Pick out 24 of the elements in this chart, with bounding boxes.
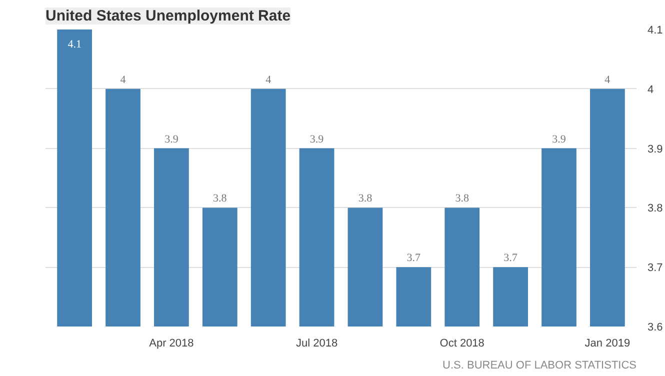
data-label: 3.9 <box>552 133 566 146</box>
data-label: 3.9 <box>310 133 324 146</box>
data-label: 3.8 <box>213 192 228 205</box>
data-label: 4.1 <box>68 38 82 50</box>
text: U.S. BUREAU OF LABOR STATISTICS <box>442 360 637 372</box>
y-tick-label: 3.8 <box>648 202 663 215</box>
x-tick-label: Jan 2019 <box>584 338 630 350</box>
x-tick-label: Oct 2018 <box>440 338 484 350</box>
data-label: 4 <box>120 74 126 86</box>
data-label: 4 <box>604 74 611 86</box>
x-tick-label: Jul 2018 <box>296 338 338 350</box>
x-tick-label: Apr 2018 <box>149 338 194 350</box>
y-tick-label: 4 <box>648 84 654 96</box>
data-label: 3.9 <box>164 133 179 146</box>
y-tick-label: 4.1 <box>648 24 663 36</box>
y-tick-label: 3.6 <box>648 322 663 334</box>
data-label: 3.7 <box>504 252 518 264</box>
data-label: 3.7 <box>406 252 422 264</box>
data-label: 3.8 <box>358 192 373 205</box>
data-label: 3.8 <box>455 192 470 205</box>
data-label: 4 <box>266 74 272 86</box>
y-tick-label: 3.9 <box>648 143 663 156</box>
chart-title: United States Unemployment Rate <box>46 8 291 24</box>
y-tick-label: 3.7 <box>648 262 663 274</box>
